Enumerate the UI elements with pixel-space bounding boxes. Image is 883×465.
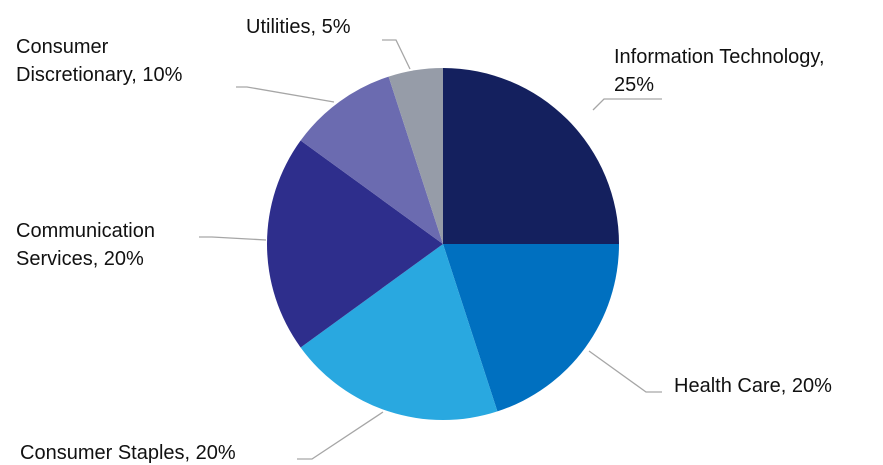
slice-label-line: Consumer: [16, 36, 109, 58]
pie-slices: [266, 68, 619, 421]
leader-line-5: [382, 39, 411, 70]
pie-slice-4: [300, 76, 443, 244]
leader-line-4: [236, 86, 335, 103]
slice-label-line: Services, 20%: [16, 248, 144, 270]
slice-label-0: Information Technology, 25%: [614, 46, 825, 96]
pie-slice-0: [443, 68, 619, 244]
slice-label-line: Utilities, 5%: [246, 16, 351, 38]
slice-labels: Information Technology, 25% Health Care, 2…: [16, 16, 832, 464]
slice-label-2: Consumer Staples, 20%: [20, 442, 236, 464]
slice-label-line: Consumer Staples, 20%: [20, 442, 236, 464]
leader-line-3: [199, 236, 267, 241]
pie-slice-2: [300, 244, 498, 421]
slice-label-line: 25%: [614, 74, 654, 96]
slice-label-line: Information Technology,: [614, 46, 825, 68]
slice-label-1: Health Care, 20%: [674, 375, 832, 397]
leader-line-1: [588, 350, 662, 393]
leader-lines: [199, 39, 662, 460]
slice-label-line: Health Care, 20%: [674, 375, 832, 397]
pie-slice-1: [443, 244, 619, 412]
slice-label-4: Consumer Discretionary, 10%: [16, 36, 183, 86]
pie-slice-3: [266, 140, 443, 348]
slice-label-3: Communication Services, 20%: [16, 220, 155, 270]
leader-line-2: [297, 411, 384, 460]
slice-label-line: Discretionary, 10%: [16, 64, 183, 86]
leader-line-0: [592, 98, 662, 111]
slice-label-line: Communication: [16, 220, 155, 242]
slice-label-5: Utilities, 5%: [246, 16, 351, 38]
pie-slice-5: [388, 68, 443, 244]
